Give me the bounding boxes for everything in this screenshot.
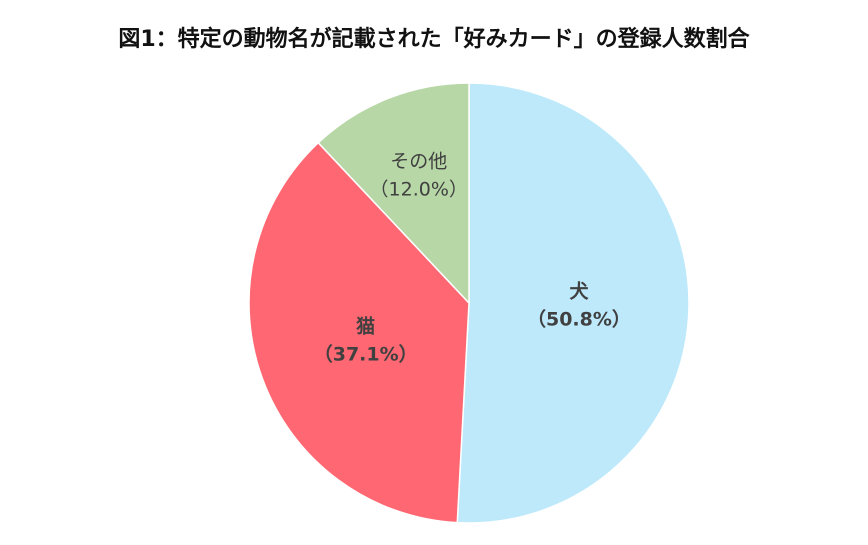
slice-label: 犬 — [569, 279, 589, 302]
pie-slice — [317, 82, 470, 305]
slice-label: 猫 — [356, 314, 375, 337]
slice-value-label: （12.0%） — [370, 179, 468, 201]
slice-label: その他 — [390, 151, 447, 173]
pie-slice — [248, 141, 470, 524]
slice-value-label: （50.8%） — [527, 307, 631, 330]
pie-slice — [456, 82, 690, 524]
chart-title: 図1：特定の動物名が記載された「好みカード」の登録人数割合 — [118, 26, 750, 52]
slice-value-label: （37.1%） — [314, 342, 418, 365]
